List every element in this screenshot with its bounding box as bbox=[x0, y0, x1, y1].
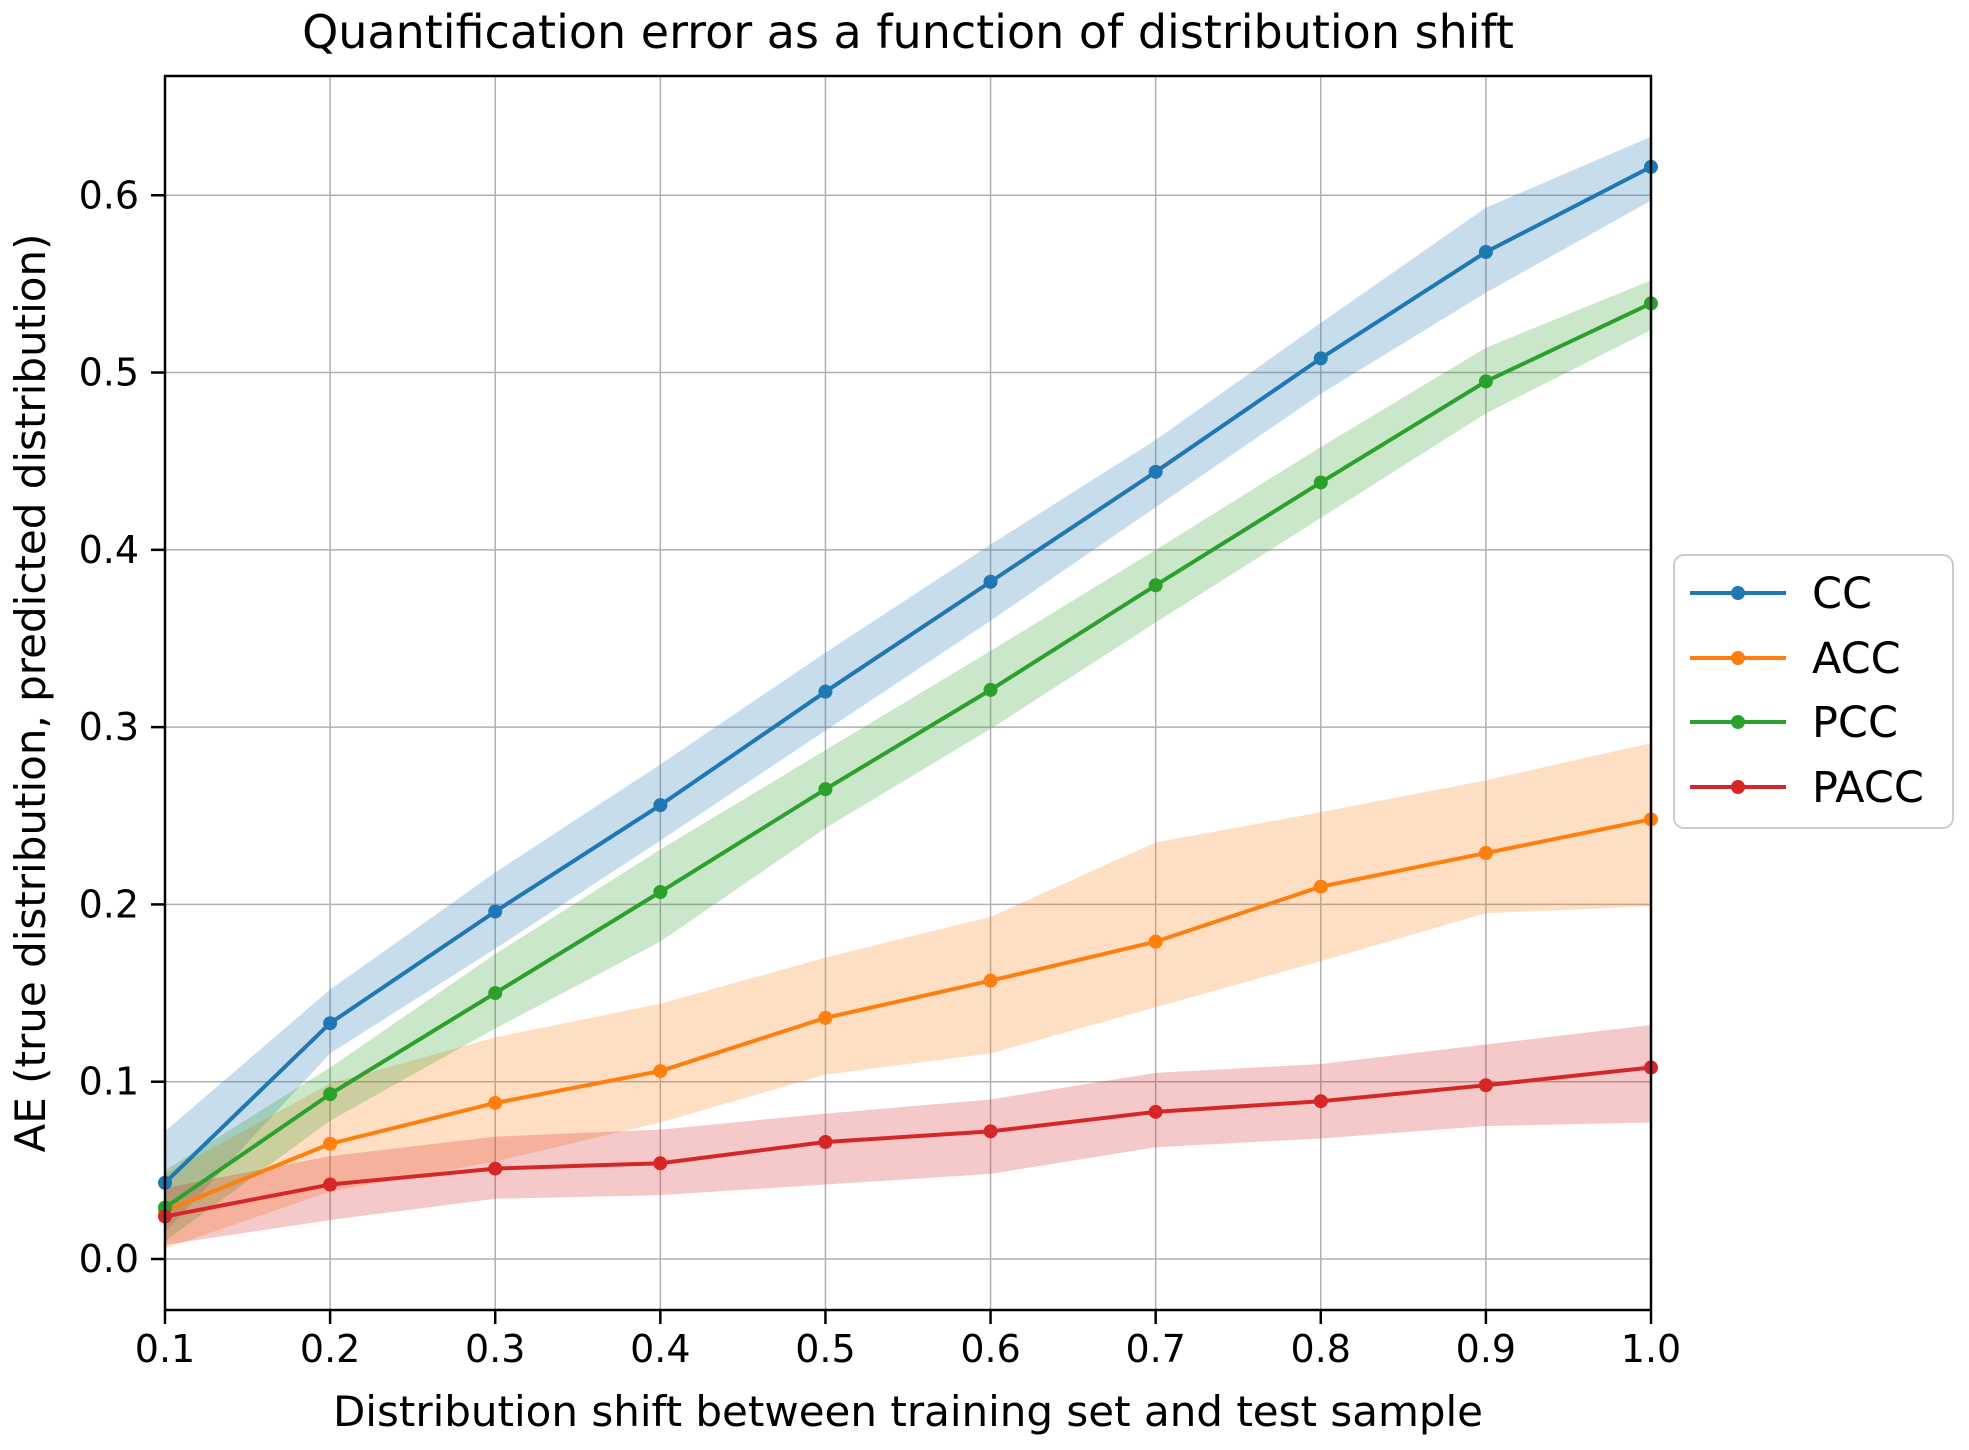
y-tick-label-0.0: 0.0 bbox=[79, 1237, 139, 1281]
y-tick-label-0.2: 0.2 bbox=[79, 882, 139, 926]
legend-label-acc: ACC bbox=[1812, 634, 1901, 684]
marker-cc-0.6 bbox=[983, 574, 998, 589]
x-axis-label: Distribution shift between training set … bbox=[333, 1387, 1483, 1436]
x-tick-label-0.7: 0.7 bbox=[1125, 1327, 1185, 1371]
marker-pacc-0.6 bbox=[983, 1124, 998, 1139]
x-tick-label-0.8: 0.8 bbox=[1291, 1327, 1351, 1371]
tick-marks bbox=[151, 194, 1653, 1324]
legend: CC ACC PCC PACC bbox=[1673, 554, 1954, 829]
axes-spines bbox=[163, 74, 1653, 1312]
marker-pcc-0.2 bbox=[323, 1087, 338, 1102]
plot-background bbox=[165, 76, 1651, 1310]
x-tick-label-0.6: 0.6 bbox=[960, 1327, 1020, 1371]
marker-acc-0.9 bbox=[1478, 846, 1493, 861]
x-tick-label-0.4: 0.4 bbox=[630, 1327, 690, 1371]
y-tick-label-0.1: 0.1 bbox=[79, 1060, 139, 1104]
marker-pcc-0.4 bbox=[653, 885, 668, 900]
legend-marker-pcc bbox=[1731, 715, 1745, 729]
marker-acc-0.3 bbox=[488, 1095, 503, 1110]
marker-cc-0.2 bbox=[323, 1016, 338, 1031]
chart-title: Quantification error as a function of di… bbox=[302, 5, 1514, 59]
y-tick-label-0.6: 0.6 bbox=[79, 173, 139, 217]
y-tick-label-0.3: 0.3 bbox=[79, 705, 139, 749]
marker-pcc-0.6 bbox=[983, 682, 998, 697]
x-tick-label-0.5: 0.5 bbox=[795, 1327, 855, 1371]
legend-item-cc: CC bbox=[1690, 569, 1872, 619]
x-tick-label-0.2: 0.2 bbox=[300, 1327, 360, 1371]
series-cc bbox=[158, 159, 1658, 1190]
x-tick-label-0.1: 0.1 bbox=[135, 1327, 195, 1371]
y-tick-label-0.4: 0.4 bbox=[79, 528, 139, 572]
y-tick-label-0.5: 0.5 bbox=[79, 351, 139, 395]
marker-cc-0.3 bbox=[488, 904, 503, 919]
y-tick-labels: 0.0 0.1 0.2 0.3 0.4 0.5 0.6 bbox=[79, 173, 139, 1281]
marker-pcc-0.8 bbox=[1313, 475, 1328, 490]
marker-pacc-0.9 bbox=[1478, 1078, 1493, 1093]
marker-cc-0.4 bbox=[653, 798, 668, 813]
marker-pacc-0.4 bbox=[653, 1156, 668, 1171]
marker-pacc-0.2 bbox=[323, 1177, 338, 1192]
legend-item-acc: ACC bbox=[1690, 634, 1901, 684]
legend-item-pcc: PCC bbox=[1690, 698, 1898, 748]
marker-cc-0.5 bbox=[818, 684, 833, 699]
line-pacc bbox=[163, 1065, 1653, 1219]
marker-pcc-0.7 bbox=[1148, 578, 1163, 593]
legend-label-pacc: PACC bbox=[1812, 763, 1924, 813]
marker-pacc-0.3 bbox=[488, 1161, 503, 1176]
x-tick-label-1.0: 1.0 bbox=[1621, 1327, 1681, 1371]
line-pcc bbox=[163, 301, 1653, 1210]
line-cc bbox=[163, 164, 1653, 1185]
marker-pacc-0.8 bbox=[1313, 1094, 1328, 1109]
legend-marker-pacc bbox=[1731, 780, 1745, 794]
band-cc bbox=[165, 136, 1651, 1233]
marker-acc-0.4 bbox=[653, 1064, 668, 1079]
marker-cc-0.9 bbox=[1478, 244, 1493, 259]
marker-cc-0.7 bbox=[1148, 464, 1163, 479]
legend-label-pcc: PCC bbox=[1812, 698, 1898, 748]
legend-item-pacc: PACC bbox=[1690, 763, 1924, 813]
marker-acc-0.2 bbox=[323, 1136, 338, 1151]
legend-marker-cc bbox=[1731, 586, 1745, 600]
marker-pcc-0.5 bbox=[818, 782, 833, 797]
band-pcc bbox=[165, 280, 1651, 1242]
marker-pcc-0.9 bbox=[1478, 374, 1493, 389]
x-tick-label-0.9: 0.9 bbox=[1456, 1327, 1516, 1371]
marker-acc-0.5 bbox=[818, 1010, 833, 1025]
marker-cc-0.8 bbox=[1313, 351, 1328, 366]
marker-acc-0.8 bbox=[1313, 879, 1328, 894]
line-acc bbox=[163, 817, 1653, 1214]
legend-box bbox=[1673, 554, 1954, 829]
marker-pcc-0.3 bbox=[488, 986, 503, 1001]
marker-acc-0.7 bbox=[1148, 934, 1163, 949]
legend-marker-acc bbox=[1731, 651, 1745, 665]
series-pacc bbox=[158, 1060, 1658, 1224]
x-tick-labels: 0.1 0.2 0.3 0.4 0.5 0.6 0.7 0.8 0.9 1.0 bbox=[135, 1327, 1681, 1371]
band-acc bbox=[165, 743, 1651, 1249]
x-tick-label-0.3: 0.3 bbox=[465, 1327, 525, 1371]
marker-pacc-0.5 bbox=[818, 1134, 833, 1149]
marker-acc-0.6 bbox=[983, 973, 998, 988]
legend-label-cc: CC bbox=[1812, 569, 1872, 619]
marker-pacc-0.7 bbox=[1148, 1104, 1163, 1119]
y-axis-label: AE (true distribution, predicted distrib… bbox=[6, 234, 55, 1153]
